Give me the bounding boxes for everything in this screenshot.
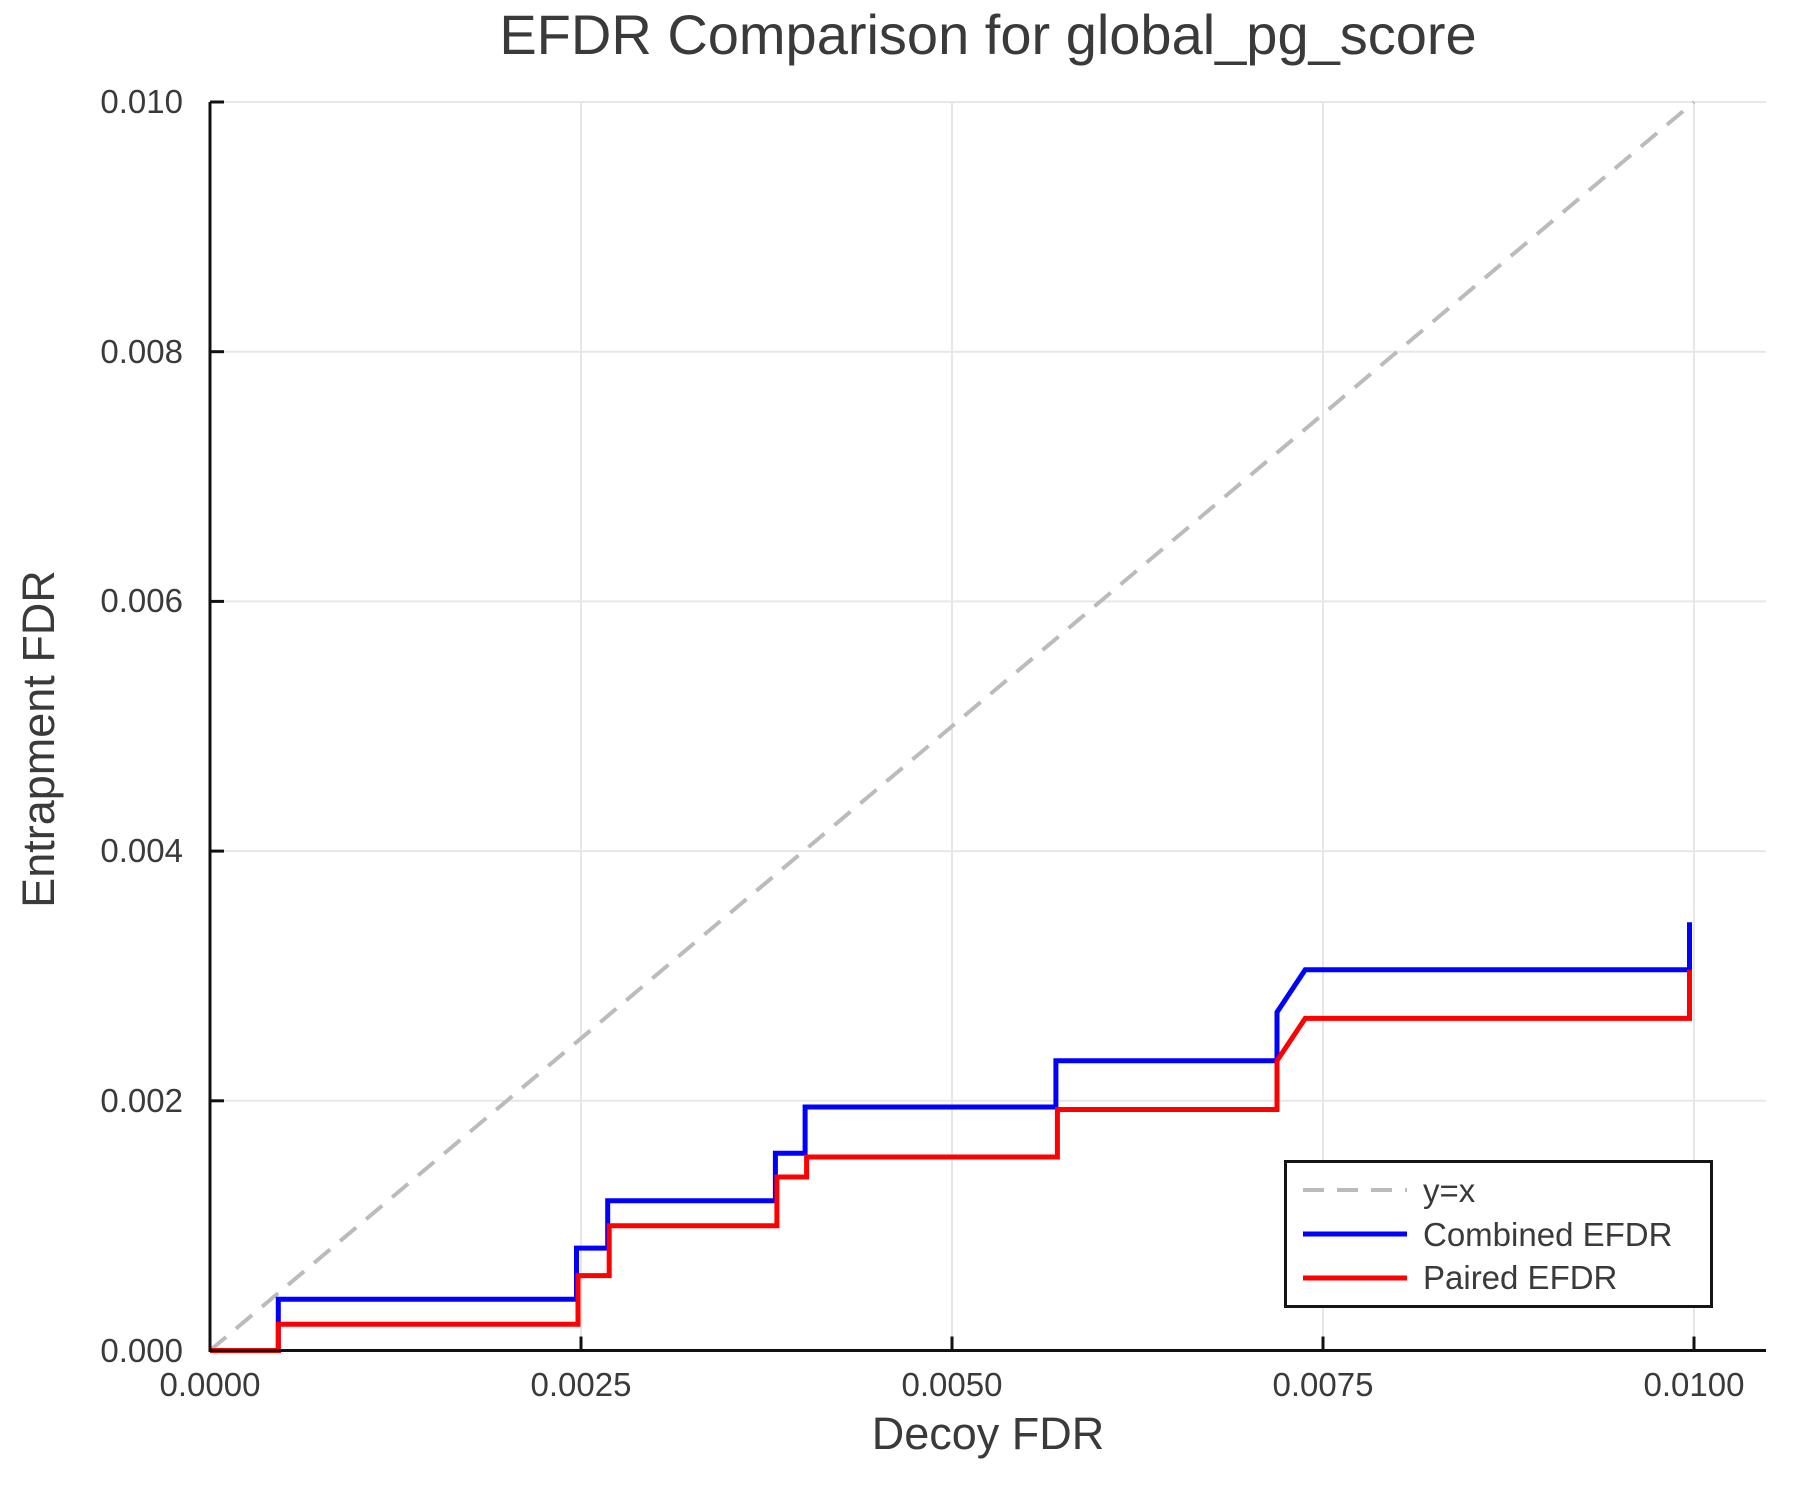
x-axis-label: Decoy FDR [871, 1408, 1105, 1459]
series-line-y-x [208, 100, 1696, 1353]
legend-row-yx: y=x [1303, 1174, 1710, 1207]
x-tick-label: 0.0075 [1272, 1366, 1374, 1403]
y-tick-label: 0.006 [100, 582, 183, 620]
legend-label-paired-efdr: Paired EFDR [1423, 1259, 1618, 1297]
y-tick-label: 0.008 [100, 332, 183, 370]
combined-efdr-line-sample [1303, 1231, 1407, 1237]
y-tick-label: 0.000 [100, 1331, 183, 1369]
y-tick-label: 0.002 [100, 1081, 183, 1119]
legend-label-yx: y=x [1423, 1171, 1476, 1209]
chart-title: EFDR Comparison for global_pg_score [499, 3, 1477, 66]
legend-row-combined-efdr: Combined EFDR [1303, 1218, 1710, 1251]
legend-row-paired-efdr: Paired EFDR [1303, 1261, 1710, 1294]
y-axis-label: Entrapment FDR [13, 570, 64, 908]
y-tick-label: 0.004 [100, 832, 183, 870]
y-tick-label: 0.010 [100, 83, 183, 120]
paired-efdr-line-sample [1303, 1275, 1407, 1281]
x-tick-label: 0.0025 [530, 1366, 632, 1403]
legend-box: y=x Combined EFDR Paired EFDR [1284, 1160, 1713, 1308]
series-line-paired-efdr [210, 969, 1692, 1353]
x-tick-label: 0.0000 [159, 1366, 261, 1403]
legend-label-combined-efdr: Combined EFDR [1423, 1215, 1673, 1253]
x-tick-label: 0.0100 [1643, 1366, 1745, 1403]
x-tick-label: 0.0050 [901, 1366, 1003, 1403]
series-line-combined-efdr [210, 922, 1692, 1353]
yx-line-sample [1303, 1188, 1407, 1193]
